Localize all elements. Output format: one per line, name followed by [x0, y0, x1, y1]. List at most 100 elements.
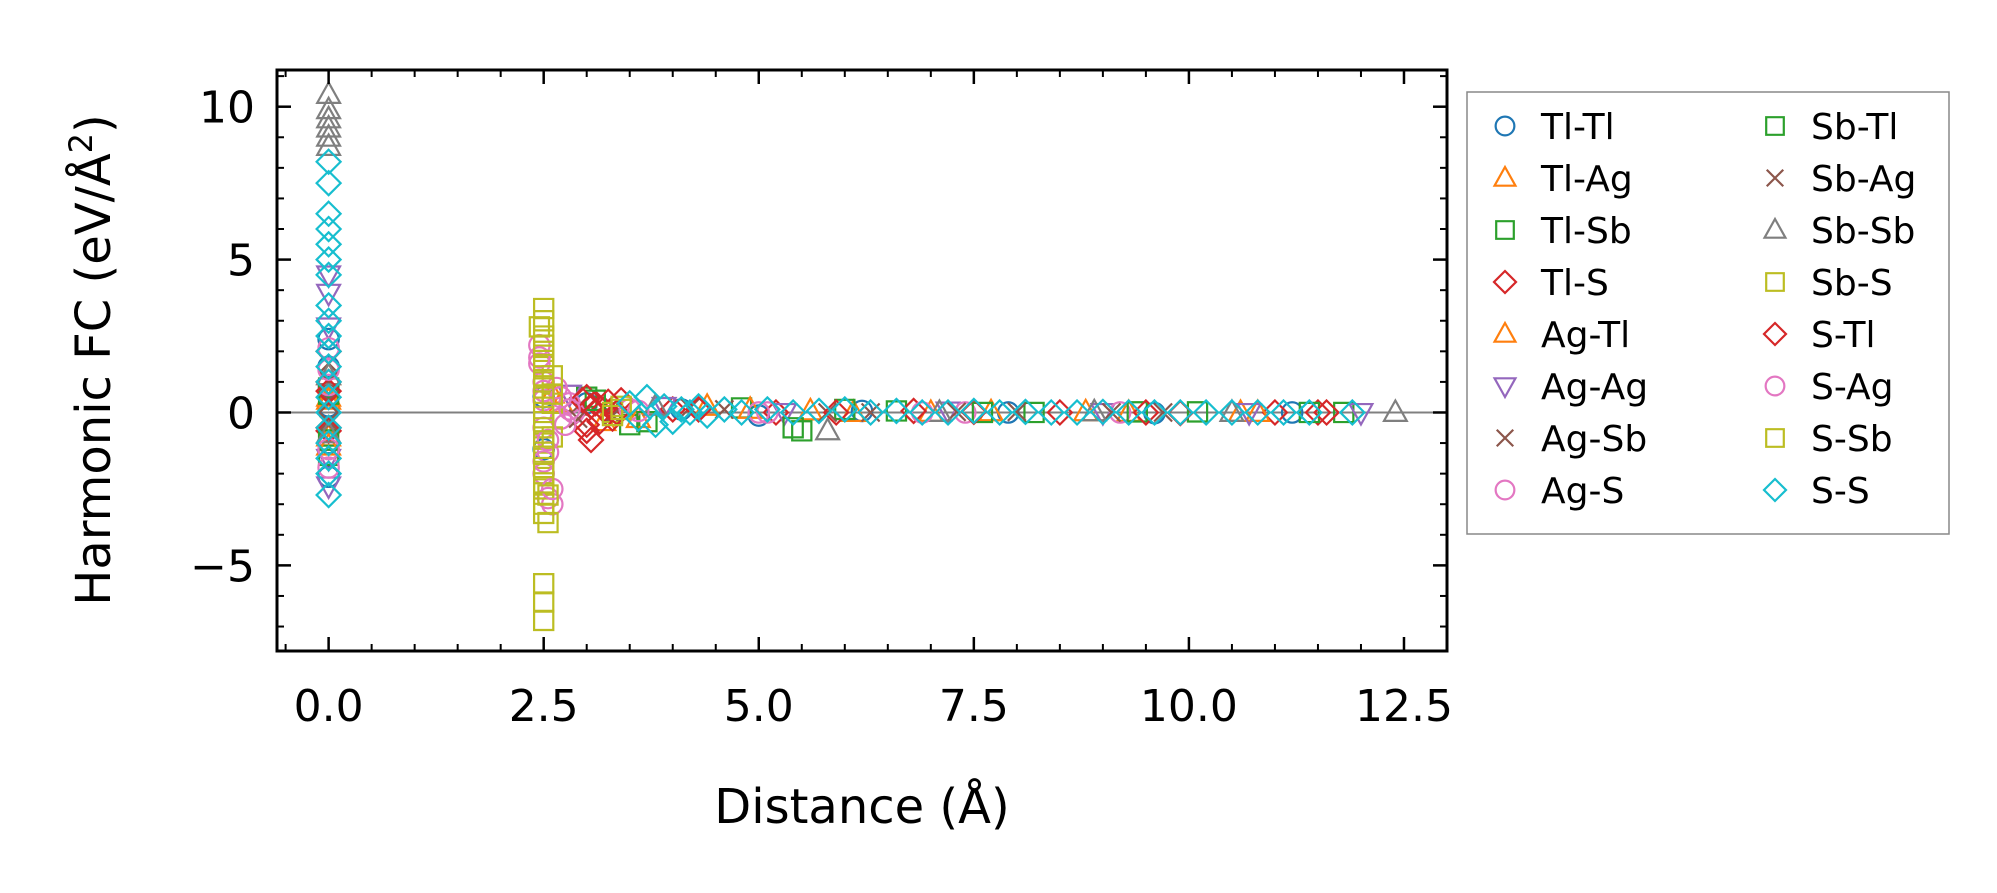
y-axis-label-superscript: 2 [62, 133, 100, 153]
legend-marker-sb-ag [1765, 168, 1785, 188]
point-s-s [1011, 398, 1040, 426]
legend-marker-sb-sb [1762, 216, 1788, 239]
point-s-s [315, 444, 343, 472]
legend-label-s-sb: S-Sb [1811, 419, 1893, 460]
point-s-s [934, 398, 962, 427]
point-sb-tl [971, 401, 994, 424]
point-s-ag [553, 413, 577, 437]
point-s-s [315, 169, 343, 197]
legend-entry-ag-tl: Ag-Tl [1492, 315, 1630, 356]
point-sb-tl [636, 410, 658, 433]
point-ag-tl [1244, 398, 1272, 422]
point-s-s [1244, 398, 1272, 427]
point-sb-s [532, 591, 555, 613]
point-s-s [315, 460, 343, 488]
point-s-s [1269, 398, 1298, 427]
point-s-s [831, 395, 859, 423]
point-s-s [857, 398, 885, 427]
legend-marker-s-s [1762, 477, 1788, 503]
point-s-s [960, 397, 988, 425]
point-s-sb [532, 377, 555, 399]
point-s-s [805, 397, 833, 425]
point-s-s [986, 398, 1014, 427]
legend-entry-sb-tl: Sb-Tl [1765, 107, 1898, 148]
y-axis-label: Harmonic FC (eV/Å2) [62, 114, 122, 606]
point-ag-sb [1007, 402, 1027, 422]
point-sb-sb [315, 419, 342, 444]
legend-entry-tl-s: Tl-S [1492, 263, 1609, 304]
point-tl-s [659, 395, 687, 423]
point-tl-ag [693, 392, 721, 416]
legend-label-s-ag: S-Ag [1811, 367, 1894, 408]
point-sb-sb [642, 392, 669, 416]
point-sb-s [532, 609, 555, 632]
point-s-tl [573, 417, 601, 445]
point-sb-sb [315, 123, 342, 147]
x-tick-label: 7.5 [939, 681, 1009, 732]
point-s-tl [594, 388, 622, 416]
legend-label-sb-tl: Sb-Tl [1811, 107, 1898, 148]
legend-marker-ag-ag [1492, 377, 1518, 400]
point-s-s [753, 395, 781, 423]
point-s-s [728, 398, 756, 427]
point-sb-sb [315, 80, 342, 104]
point-ag-ag [771, 402, 798, 427]
point-s-s [908, 398, 936, 427]
point-ag-s [1108, 401, 1132, 424]
legend-label-ag-ag: Ag-Ag [1541, 367, 1648, 408]
legend-entry-s-sb: S-Sb [1765, 419, 1893, 460]
point-sb-ag [817, 402, 838, 423]
point-s-s [315, 230, 343, 258]
point-s-s [315, 322, 343, 350]
point-tl-sb [791, 420, 813, 442]
legend-marker-tl-tl [1494, 115, 1516, 137]
point-s-s [315, 261, 343, 289]
legend-entry-tl-sb: Tl-Sb [1495, 211, 1632, 252]
legend: Tl-Tl Tl-Ag Tl-Sb Tl-S Ag-Tl Ag-Ag Ag-Sb Ag-S Sb… [1466, 91, 1950, 535]
x-axis-label: Distance (Å) [714, 778, 1009, 835]
point-sb-tl [1126, 401, 1148, 423]
legend-entry-ag-ag: Ag-Ag [1492, 367, 1648, 408]
point-ag-ag [1347, 402, 1375, 427]
x-tick-label: 5.0 [724, 681, 794, 732]
point-ag-s [747, 401, 771, 424]
y-tick-label: 5 [227, 236, 255, 287]
point-s-ag [558, 398, 581, 421]
legend-label-tl-s: Tl-S [1540, 263, 1609, 304]
point-sb-s [537, 511, 559, 534]
point-sb-sb [814, 416, 841, 441]
point-s-s [315, 398, 343, 427]
legend-marker-ag-s [1494, 479, 1516, 501]
legend-entry-s-s: S-S [1762, 471, 1870, 512]
legend-entry-s-ag: S-Ag [1764, 367, 1894, 408]
point-sb-sb [1382, 398, 1409, 422]
legend-label-s-tl: S-Tl [1811, 315, 1876, 356]
point-sb-sb [315, 132, 342, 156]
legend-entry-tl-tl: Tl-Tl [1494, 107, 1615, 148]
point-s-s [710, 395, 738, 423]
point-s-s [779, 398, 807, 427]
legend-label-sb-s: Sb-S [1811, 263, 1893, 304]
point-sb-tl [782, 417, 804, 439]
point-s-s [315, 481, 343, 509]
legend-marker-sb-s [1765, 272, 1785, 292]
point-s-s [315, 246, 343, 274]
legend-label-tl-sb: Tl-Sb [1540, 211, 1632, 252]
legend-label-sb-sb: Sb-Sb [1811, 211, 1915, 252]
legend-entry-ag-s: Ag-S [1494, 471, 1624, 512]
legend-label-s-s: S-S [1811, 471, 1870, 512]
point-s-s [667, 395, 695, 423]
y-tick-label: 0 [227, 388, 255, 439]
x-tick-label: 10.0 [1140, 681, 1238, 732]
point-s-s [1166, 398, 1194, 427]
point-s-s [315, 148, 343, 176]
point-s-s [315, 368, 343, 396]
point-s-s [1115, 398, 1143, 427]
point-s-ag [536, 428, 560, 452]
point-tl-sb [1186, 401, 1209, 423]
y-tick-label: −5 [190, 541, 255, 592]
point-sb-s [532, 573, 555, 595]
point-s-s [1192, 398, 1220, 427]
legend-label-tl-tl: Tl-Tl [1540, 107, 1615, 148]
